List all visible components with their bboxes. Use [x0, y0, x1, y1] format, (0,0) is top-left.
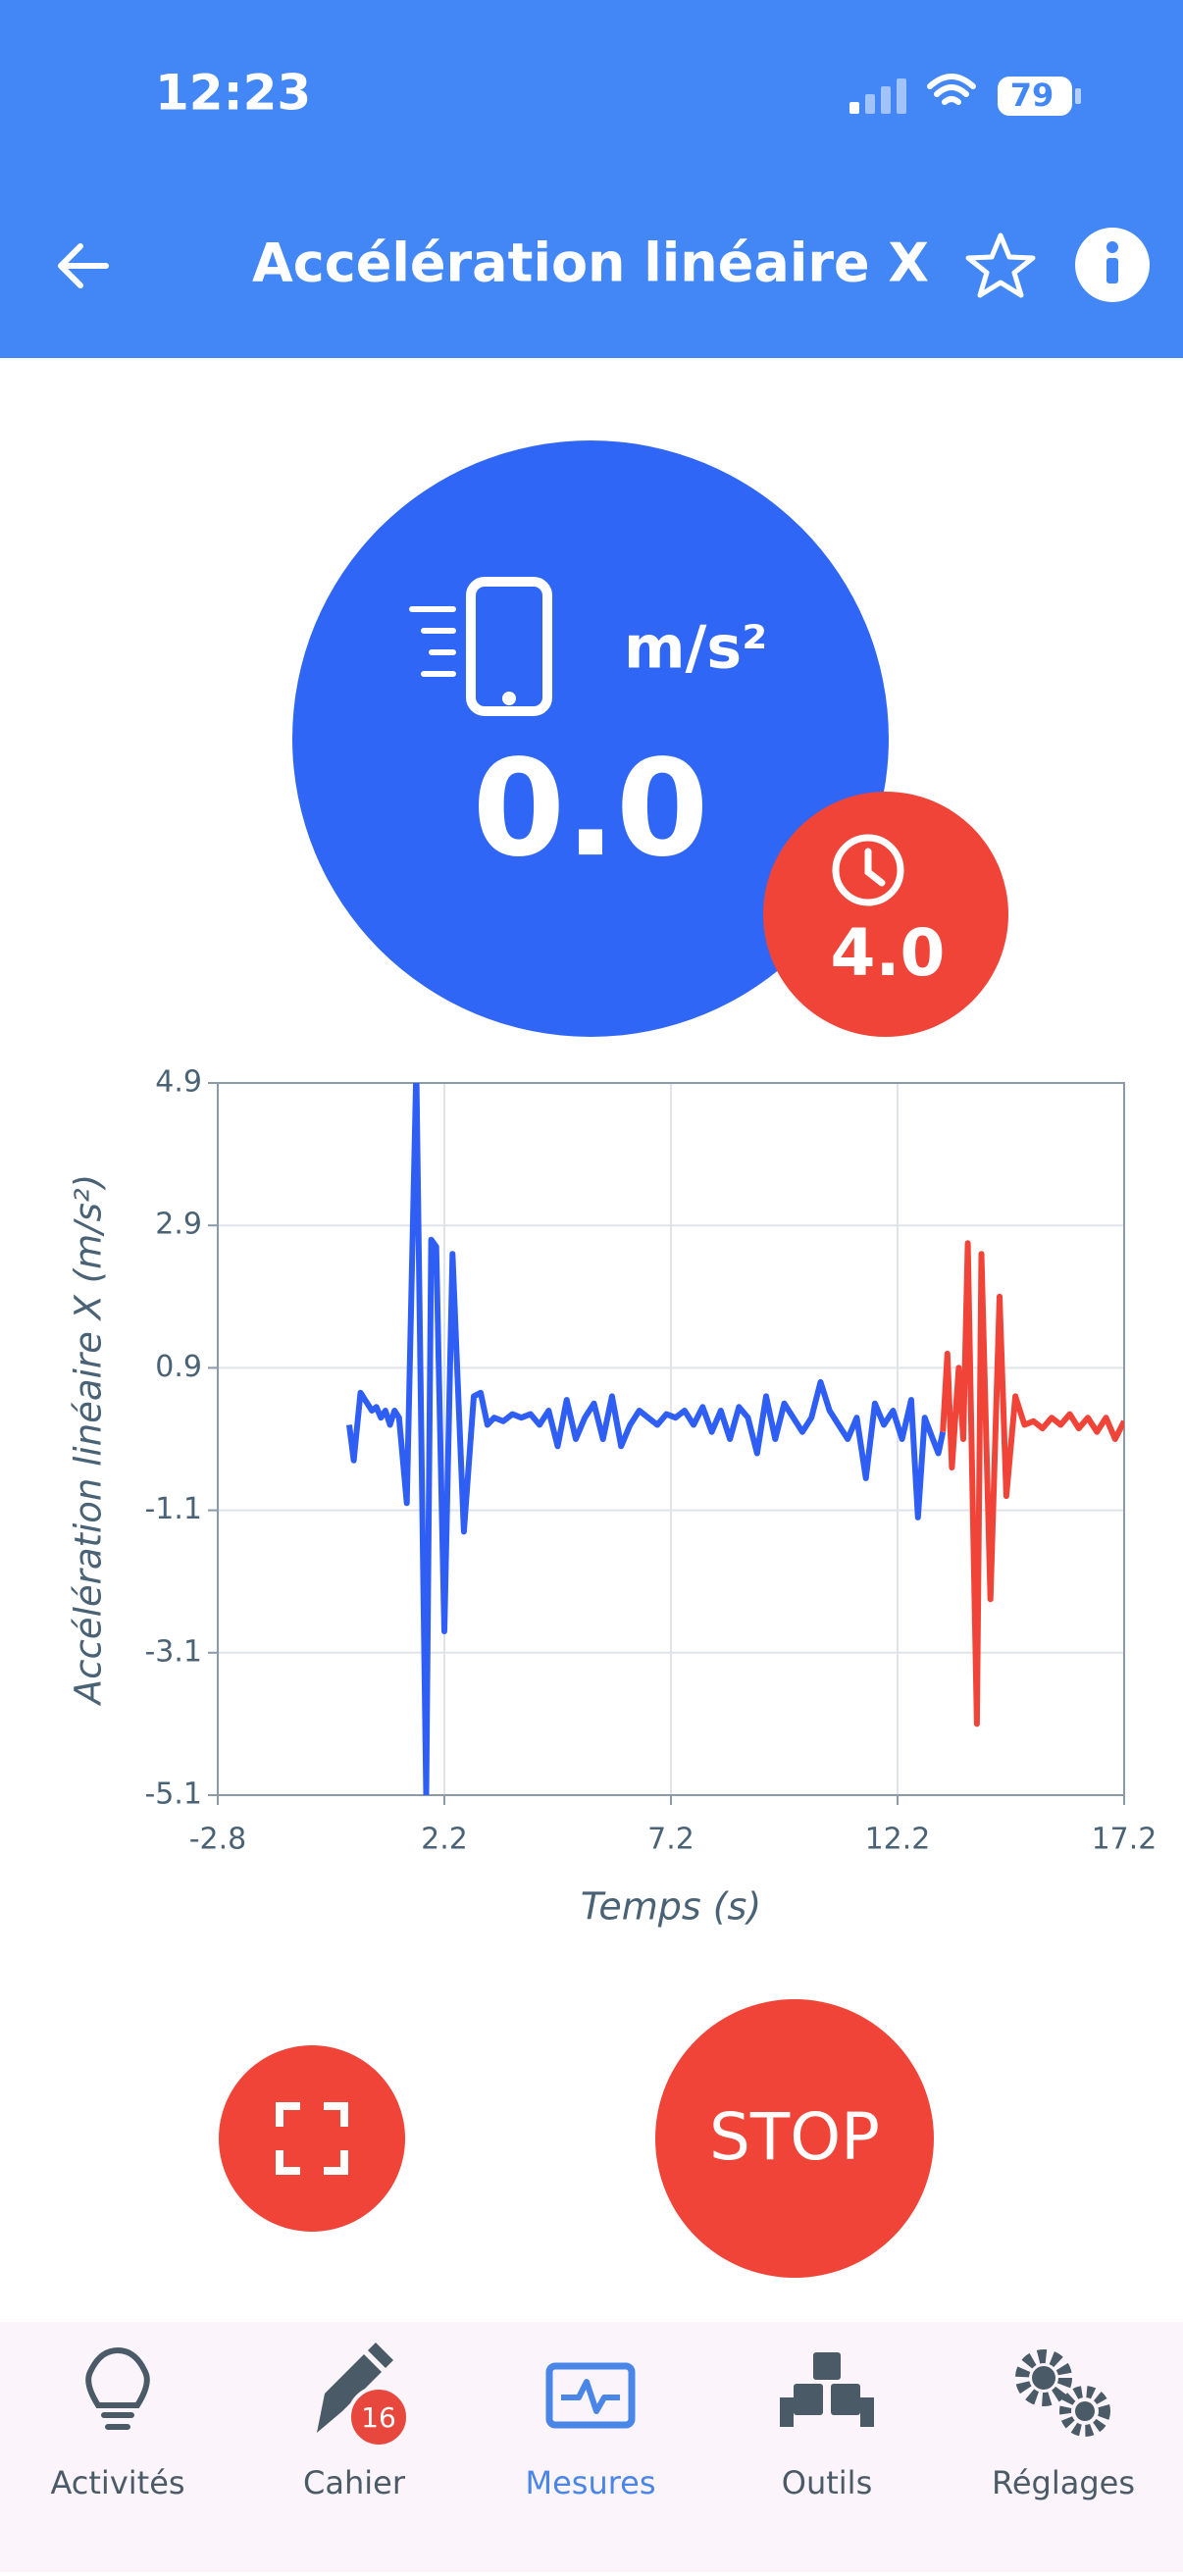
stop-button[interactable]: STOP	[655, 1999, 934, 2278]
status-time: 12:23	[155, 65, 311, 122]
tab-badge	[347, 2386, 410, 2448]
timer-circle	[763, 792, 1008, 1037]
tab-icon	[545, 2362, 636, 2429]
y-tick-label: 0.9	[155, 1350, 202, 1384]
phone-icon	[409, 577, 552, 716]
tab-icon-part	[1059, 2386, 1110, 2437]
tab[interactable]: Réglages	[992, 2349, 1135, 2501]
battery-icon	[998, 77, 1072, 116]
tab-icon-part	[561, 2379, 620, 2414]
x-tick-label: 12.2	[865, 1823, 931, 1857]
y-tick-label: 4.9	[155, 1065, 202, 1100]
tab-icon-part	[1075, 2401, 1095, 2421]
x-tick-label: 2.2	[421, 1823, 468, 1857]
tab-icon	[780, 2352, 874, 2427]
tab-icon	[317, 2343, 393, 2433]
stop-label: STOP	[709, 2099, 880, 2175]
tab-label: Mesures	[525, 2464, 655, 2501]
tab[interactable]: Outils	[780, 2352, 874, 2501]
header-bg	[0, 0, 1183, 358]
reading-circle	[292, 440, 889, 1037]
tab-label: Outils	[782, 2464, 872, 2501]
tab-icon-part	[85, 2346, 150, 2430]
x-tick-label: 17.2	[1092, 1823, 1157, 1857]
wifi-icon	[927, 74, 976, 105]
tabs: Activités Cahier 16 Mesures Outils Réglages	[50, 2343, 1135, 2501]
y-tick-label: -5.1	[144, 1777, 202, 1812]
signal-icon	[849, 78, 906, 114]
reading-unit: m/s²	[624, 614, 767, 683]
tab-icon-part	[1032, 2366, 1055, 2390]
series-line	[940, 1240, 1124, 1727]
plot-frame	[217, 1082, 1125, 1796]
tab-icon-part	[860, 2397, 874, 2427]
tab-label: Cahier	[303, 2464, 406, 2501]
tab-label: Réglages	[992, 2464, 1135, 2501]
favorite-button[interactable]	[965, 232, 1036, 298]
series-line	[346, 1083, 947, 1795]
tab[interactable]: Cahier 16	[303, 2343, 410, 2501]
header-title: Accélération linéaire X	[252, 232, 929, 294]
y-axis-title: Accélération linéaire X (m/s²)	[68, 1174, 110, 1706]
info-button[interactable]	[1075, 228, 1150, 302]
battery-tip	[1075, 88, 1081, 104]
y-tick-label: -3.1	[144, 1634, 202, 1669]
tab-icon-part	[545, 2362, 636, 2429]
x-tick-label: 7.2	[647, 1823, 694, 1857]
tab-badge-count: 16	[361, 2401, 396, 2434]
tab-icon-part	[368, 2343, 393, 2368]
tab[interactable]: Mesures	[525, 2362, 656, 2501]
y-tick-label: -1.1	[144, 1492, 202, 1526]
tab-bar	[0, 2322, 1183, 2572]
x-axis-title: Temps (s)	[581, 1885, 761, 1929]
battery-level: 79	[1010, 77, 1054, 114]
back-button[interactable]	[58, 243, 109, 288]
tab-icon-part	[813, 2352, 841, 2380]
x-tick-label: -2.8	[189, 1823, 247, 1857]
tab-icon	[1015, 2349, 1110, 2437]
tab-icon	[85, 2346, 150, 2430]
chart: -5.1 -3.1 -1.1 0.9 2.9 4.9 -2.8 2.2 7.2 12.2 17.2 T…	[68, 1065, 1157, 1929]
tab-icon-part	[317, 2354, 382, 2433]
clock-icon	[832, 834, 904, 906]
fullscreen-button[interactable]	[219, 2045, 405, 2232]
timer-value: 4.0	[831, 915, 946, 991]
y-tick-label: 2.9	[155, 1208, 202, 1242]
tab-icon-part	[831, 2384, 860, 2415]
tab-icon-part	[1015, 2349, 1072, 2406]
tab[interactable]: Activités	[50, 2346, 185, 2501]
tab-icon-part	[794, 2384, 823, 2415]
reading-value: 0.0	[473, 732, 709, 887]
tab-icon-part	[780, 2397, 794, 2427]
tab-label: Activités	[50, 2464, 184, 2501]
